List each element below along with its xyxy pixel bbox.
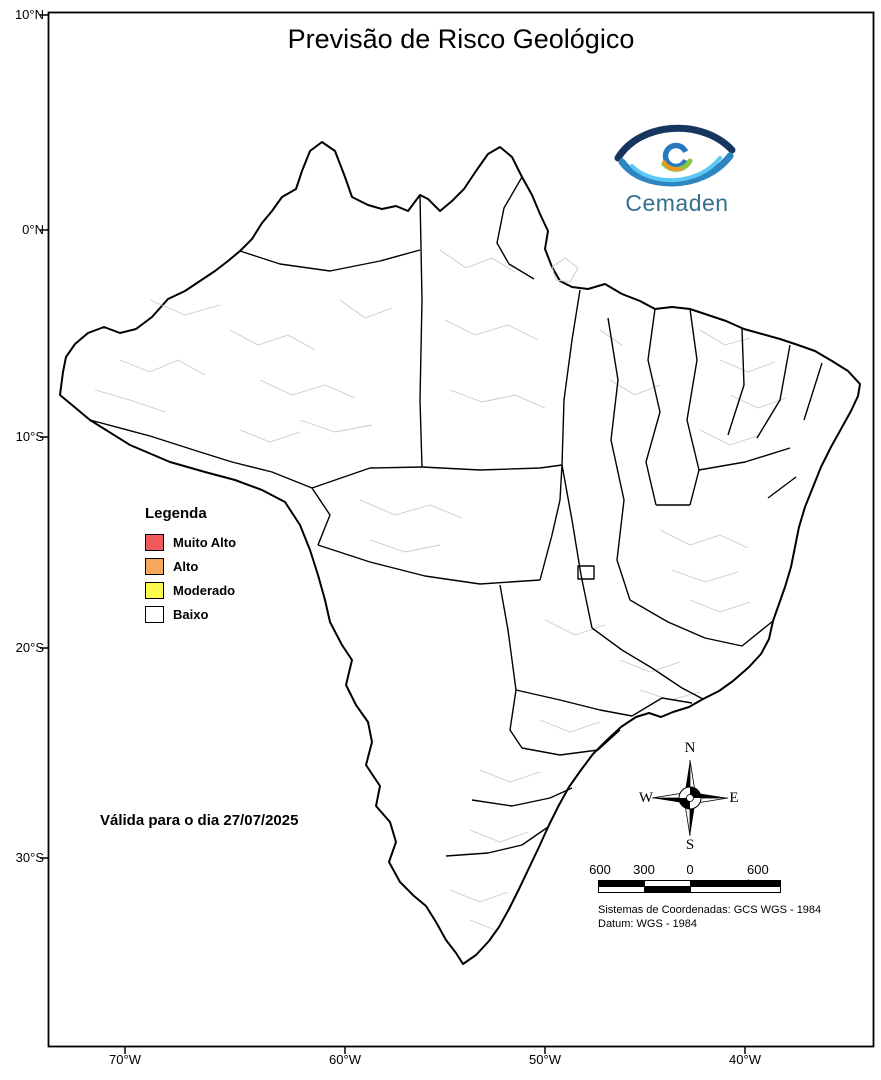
lat-label-10s: 10°S xyxy=(15,429,44,444)
lat-label-30s: 30°S xyxy=(15,850,44,865)
legend-swatch-baixo xyxy=(145,606,164,623)
lon-label-60w: 60°W xyxy=(329,1052,361,1067)
distrito-federal-outline xyxy=(577,565,595,580)
legend-label-baixo: Baixo xyxy=(173,607,209,622)
scale-bar-graphic xyxy=(598,880,781,893)
lat-label-0n: 0°N xyxy=(22,222,44,237)
cemaden-logo-icon xyxy=(614,124,736,187)
cemaden-logo-text: Cemaden xyxy=(625,190,729,216)
valid-date-text: Válida para o dia 27/07/2025 xyxy=(100,812,299,829)
legend-label-muito-alto: Muito Alto xyxy=(173,535,237,550)
lon-label-50w: 50°W xyxy=(529,1052,561,1067)
legend-label-alto: Alto xyxy=(173,559,199,574)
coordinate-system-text: Sistemas de Coordenadas: GCS WGS - 1984 xyxy=(598,904,822,916)
scale-bar: 600 300 0 600 km xyxy=(589,862,798,898)
legend-swatch-alto xyxy=(145,558,164,575)
lon-label-70w: 70°W xyxy=(109,1052,141,1067)
legend-item-baixo: Baixo xyxy=(145,606,285,623)
legend-swatch-moderado xyxy=(145,582,164,599)
legend-item-moderado: Moderado xyxy=(145,582,285,599)
lat-label-20s: 20°S xyxy=(15,640,44,655)
legend-swatch-muito-alto xyxy=(145,534,164,551)
lat-label-10n: 10°N xyxy=(14,7,44,22)
compass-star xyxy=(651,759,729,837)
compass-north-label: N xyxy=(685,740,696,756)
legend: Legenda Muito Alto Alto Moderado Baixo xyxy=(145,505,285,630)
legend-item-muito-alto: Muito Alto xyxy=(145,534,285,551)
compass-rose-icon: N S W E xyxy=(639,740,739,853)
scale-label-300: 300 xyxy=(633,862,655,877)
legend-item-alto: Alto xyxy=(145,558,285,575)
legend-title: Legenda xyxy=(145,505,207,522)
cemaden-logo: Cemaden xyxy=(606,116,748,220)
legend-label-moderado: Moderado xyxy=(173,583,236,598)
lon-label-40w: 40°W xyxy=(729,1052,761,1067)
compass-east-label: E xyxy=(729,790,738,806)
scale-label-0: 0 xyxy=(686,862,694,877)
compass-south-label: S xyxy=(686,837,694,850)
page-title: Previsão de Risco Geológico xyxy=(287,24,635,54)
datum-text: Datum: WGS - 1984 xyxy=(598,918,698,930)
compass-rose: N S W E xyxy=(638,738,742,853)
projection-info: Sistemas de Coordenadas: GCS WGS - 1984 … xyxy=(598,903,821,931)
compass-west-label: W xyxy=(639,790,654,806)
scale-label-600-left: 600 xyxy=(589,862,611,877)
